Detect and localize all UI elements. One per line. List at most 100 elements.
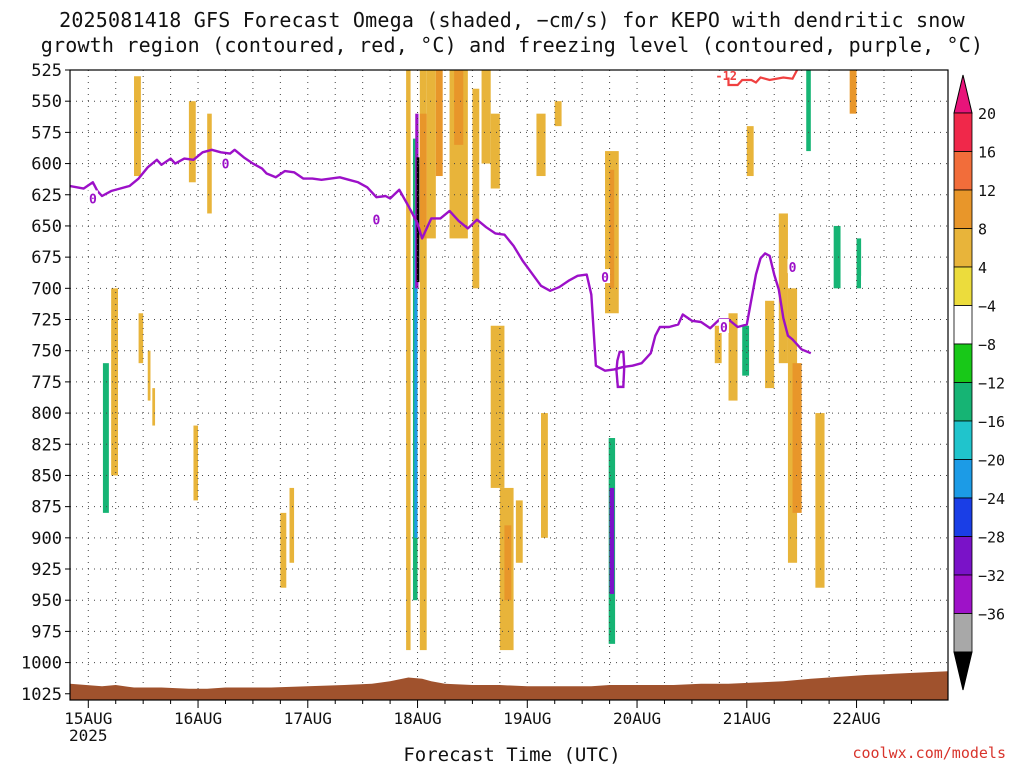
omega-cell: [801, 70, 811, 289]
omega-cell: [207, 113, 212, 214]
omega-cell: [819, 70, 830, 114]
plot-area: 0 0 0 0 0 0 -12: [70, 70, 948, 700]
contour-label-bg: [371, 211, 382, 226]
colorbar-label: −20: [978, 452, 1005, 470]
omega-cell: [861, 275, 868, 401]
colorbar-label: 4: [978, 259, 987, 277]
omega-cell: [102, 363, 109, 513]
colorbar-label: −24: [978, 490, 1005, 508]
x-tick-label: 16AUG: [174, 709, 222, 728]
colorbar-bottom-arrow: [953, 651, 973, 691]
omega-cell: [806, 70, 811, 152]
y-tick-label: 975: [31, 622, 62, 642]
y-tick-label: 1025: [21, 685, 62, 705]
omega-cell: [321, 425, 325, 451]
omega-cell: [385, 413, 391, 513]
x-tick-label: 15AUG: [64, 709, 112, 728]
y-tick-label: 875: [31, 498, 62, 518]
colorbar-segment: [953, 382, 973, 422]
omega-cell: [134, 76, 141, 177]
omega-cell: [815, 413, 825, 588]
colorbar-segment: [953, 420, 973, 460]
colorbar-label: −32: [978, 567, 1005, 585]
omega-cell: [406, 70, 411, 651]
omega-cell: [755, 188, 766, 488]
omega-cell: [728, 313, 738, 401]
credit-link[interactable]: coolwx.com/models: [852, 744, 1006, 762]
omega-cell: [609, 487, 615, 594]
freezing-level-label: 0: [372, 214, 380, 229]
y-tick-label: 750: [31, 342, 62, 362]
omega-cell: [536, 113, 546, 177]
y-tick-label: 525: [31, 61, 62, 81]
omega-cell: [419, 70, 427, 651]
y-tick-label: 600: [31, 155, 62, 175]
omega-cell: [515, 500, 523, 563]
x-tick-label: 19AUG: [503, 709, 551, 728]
omega-cell: [152, 388, 156, 426]
x-axis-label: Forecast Time (UTC): [403, 744, 621, 766]
colorbar-label: −8: [978, 336, 996, 354]
colorbar-label: −4: [978, 298, 996, 316]
colorbar-segment: [953, 343, 973, 383]
omega-cell: [490, 325, 505, 488]
omega-cell: [746, 126, 754, 177]
omega-cell: [765, 300, 775, 389]
dendritic-growth-contour: [727, 70, 799, 87]
omega-cell: [188, 101, 196, 183]
omega-cell: [70, 126, 76, 538]
x-tick-label: 17AUG: [284, 709, 332, 728]
omega-cell: [842, 263, 852, 314]
contour-label-bg: [87, 190, 98, 205]
x-tick-label: 22AUG: [832, 709, 880, 728]
colorbar-label: 8: [978, 221, 987, 239]
colorbar-label: −28: [978, 529, 1005, 547]
omega-cell: [394, 375, 402, 551]
omega-cell: [124, 88, 130, 127]
contour-label-bg: [718, 318, 729, 333]
y-tick-label: 800: [31, 404, 62, 424]
omega-cell: [416, 157, 420, 283]
omega-cell: [490, 113, 500, 189]
colorbar-segment: [953, 151, 973, 191]
omega-cell: [414, 213, 418, 538]
y-tick-label: 900: [31, 529, 62, 549]
freezing-level-label: 0: [720, 321, 728, 336]
freezing-level-label: 0: [89, 192, 97, 207]
x-tick-sublabel: 2025: [69, 726, 108, 745]
omega-cell: [435, 70, 443, 177]
freezing-level-label: 0: [789, 261, 797, 276]
omega-cell: [609, 169, 615, 289]
omega-cell: [856, 238, 862, 289]
x-tick-label: 18AUG: [393, 709, 441, 728]
colorbar-segment: [953, 574, 973, 614]
omega-cell: [193, 425, 199, 501]
freezing-level-contour: [70, 148, 812, 372]
omega-cell: [419, 113, 427, 239]
omega-cell: [147, 350, 151, 401]
omega-cell: [838, 70, 848, 189]
chart-title-line-1: 2025081418 GFS Forecast Omega (shaded, −…: [59, 8, 965, 32]
omega-cell: [605, 70, 618, 95]
omega-cell: [74, 537, 78, 663]
y-tick-label: 550: [31, 92, 62, 112]
x-tick-label: 20AUG: [613, 709, 661, 728]
omega-cell: [680, 500, 690, 538]
omega-cell: [289, 487, 295, 563]
terrain: [70, 671, 948, 700]
colorbar: 20 16 12 8 4 −4 −8 −12 −16 −20 −24 −28 −32 −36: [953, 74, 1005, 691]
colorbar-label: 12: [978, 182, 996, 200]
omega-cell: [849, 70, 857, 114]
colorbar-label: −12: [978, 375, 1005, 393]
x-tick-label: 21AUG: [723, 709, 771, 728]
colorbar-label: −16: [978, 413, 1005, 431]
omega-cell: [778, 213, 788, 364]
colorbar-segment: [953, 459, 973, 499]
freezing-level-label: 0: [222, 158, 230, 173]
omega-cell: [554, 101, 562, 127]
omega-cell: [138, 313, 144, 364]
colorbar-segment: [953, 305, 973, 345]
colorbar-label: 16: [978, 144, 996, 162]
